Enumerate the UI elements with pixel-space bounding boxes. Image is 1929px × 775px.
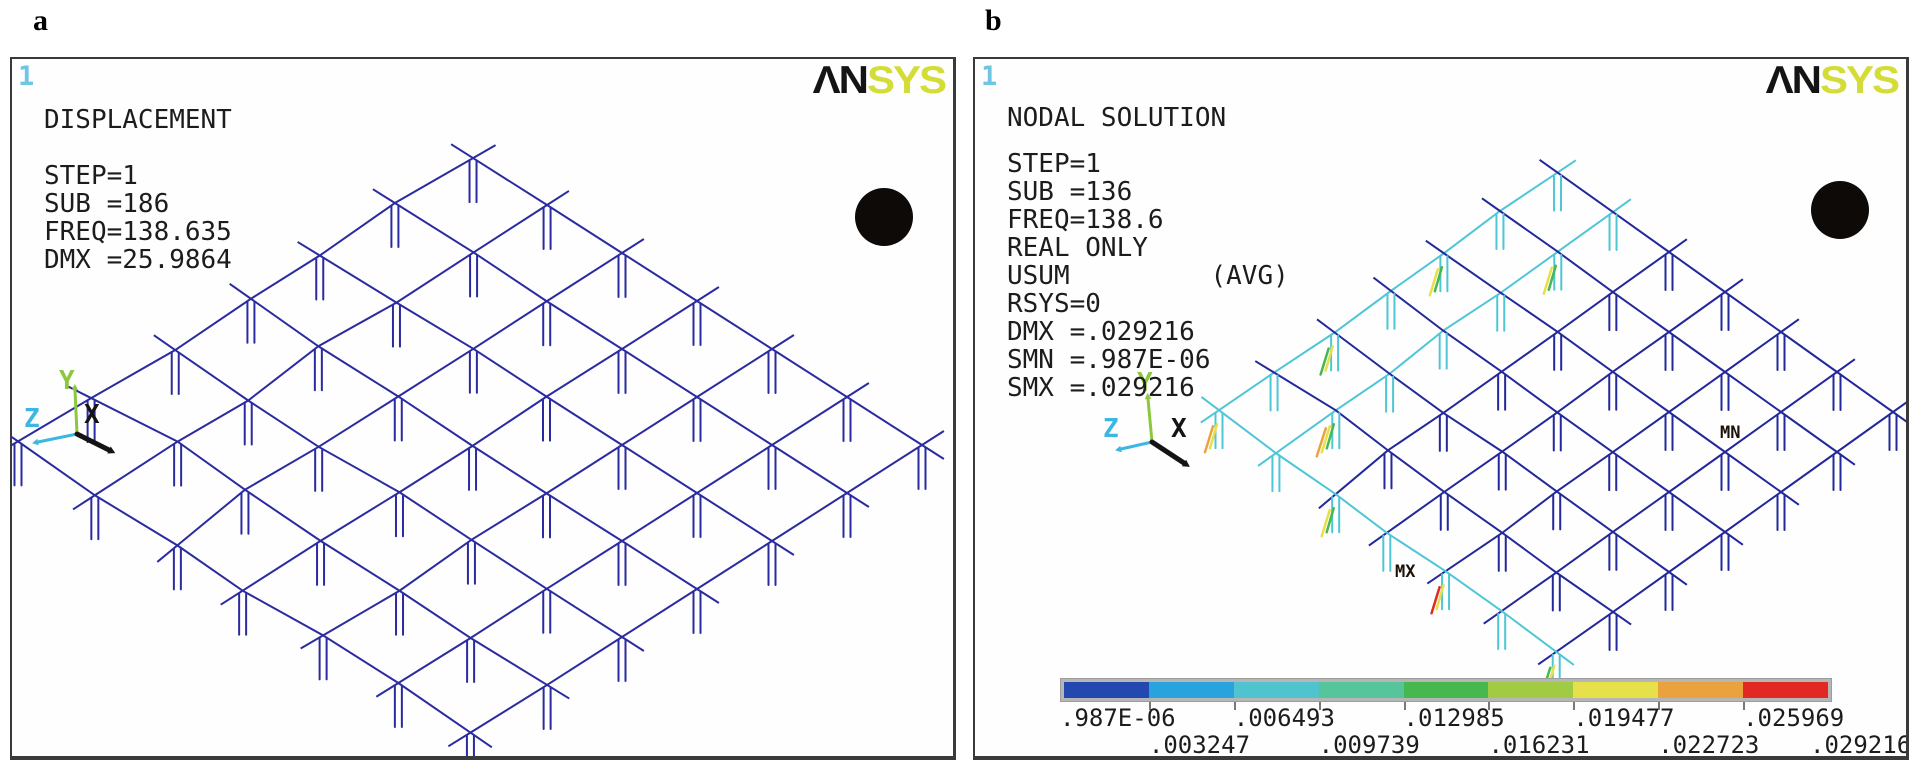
colorbar-value: .003247 <box>1148 731 1251 759</box>
model-dot-icon <box>855 188 913 246</box>
colorbar-value: .006493 <box>1233 704 1335 732</box>
info-line: STEP=1 <box>44 161 138 191</box>
colorbar-value: .029216 <box>1810 731 1909 759</box>
colorbar-segment <box>1403 682 1489 698</box>
model-dot-icon <box>1811 181 1869 239</box>
colorbar-tick <box>1743 702 1746 710</box>
result-colorbar: .987E-06 .006493 .012985 .019477 .025969 .003… <box>1060 678 1906 756</box>
ansys-logo: ΛNSYS <box>812 58 947 102</box>
colorbar-value: .009739 <box>1318 731 1420 759</box>
ansys-logo-an: ΛN <box>812 58 869 102</box>
colorbar-tick <box>1488 702 1491 710</box>
ansys-logo-sys: SYS <box>866 58 947 102</box>
ansys-logo-an: ΛN <box>1765 58 1822 102</box>
colorbar-segment <box>1743 682 1829 698</box>
triad-axis-label: Y <box>1137 368 1153 398</box>
figure-label-b: b <box>985 4 1002 37</box>
info-line: SUB =186 <box>44 189 170 219</box>
analysis-info: STEP=1 SUB =186 FREQ=138.635 DMX =25.9864 <box>44 162 232 274</box>
colorbar-segment <box>1318 682 1404 698</box>
max-result-label: MX <box>1395 562 1416 582</box>
colorbar-value: .025969 <box>1743 704 1845 732</box>
plot-title: NODAL SOLUTION <box>1007 103 1227 133</box>
colorbar-tick <box>1148 702 1151 710</box>
colorbar-segment <box>1148 682 1234 698</box>
triad-axis-label: Z <box>1103 414 1119 444</box>
mesh-canvas-b: YZ X <box>1103 158 1906 696</box>
min-result-label: MN <box>1720 423 1741 443</box>
info-line: RSYS=0 <box>1007 289 1101 319</box>
colorbar-tick <box>1318 702 1321 710</box>
info-line: SUB =136 <box>1007 177 1133 207</box>
info-line: DMX =.029216 <box>1007 317 1195 347</box>
colorbar-segments <box>1064 682 1829 698</box>
triad-axis-label: X <box>84 400 100 430</box>
colorbar-tick <box>1403 702 1406 710</box>
triad-axis-label: Y <box>59 366 75 396</box>
analysis-info: STEP=1 SUB =136 FREQ=138.6 REAL ONLY USUM (A… <box>1007 150 1289 402</box>
info-line: USUM (AVG) <box>1007 261 1289 291</box>
colorbar-value: .019477 <box>1573 704 1675 732</box>
colorbar-tick <box>1573 702 1576 710</box>
colorbar-value: .012985 <box>1403 704 1505 732</box>
info-line: STEP=1 <box>1007 149 1101 179</box>
ansys-logo: ΛNSYS <box>1765 58 1900 102</box>
info-line: SMN =.987E-06 <box>1007 345 1211 375</box>
colorbar-segment <box>1488 682 1574 698</box>
info-line: FREQ=138.6 <box>1007 205 1164 235</box>
colorbar-value: .022723 <box>1658 731 1760 759</box>
plot-title: DISPLACEMENT <box>44 105 232 135</box>
ansys-logo-sys: SYS <box>1819 58 1900 102</box>
mesh-canvas-a: YZ X <box>12 143 945 756</box>
colorbar-segment <box>1233 682 1319 698</box>
figure-label-a: a <box>33 4 48 37</box>
colorbar-tick <box>1233 702 1236 710</box>
info-line: SMX =.029216 <box>1007 373 1195 403</box>
view-number: 1 <box>981 61 998 92</box>
colorbar-segment <box>1573 682 1659 698</box>
colorbar-segment <box>1658 682 1744 698</box>
view-number: 1 <box>18 61 35 92</box>
info-line: REAL ONLY <box>1007 233 1148 263</box>
info-line: DMX =25.9864 <box>44 245 232 275</box>
colorbar-value: .016231 <box>1488 731 1590 759</box>
colorbar-tick <box>1658 702 1661 710</box>
info-line: FREQ=138.635 <box>44 217 232 247</box>
triad-axis-label: X <box>1171 414 1187 444</box>
colorbar-value: .987E-06 <box>1060 704 1176 732</box>
triad-axis-label: Z <box>24 404 40 434</box>
colorbar-segment <box>1064 682 1149 698</box>
